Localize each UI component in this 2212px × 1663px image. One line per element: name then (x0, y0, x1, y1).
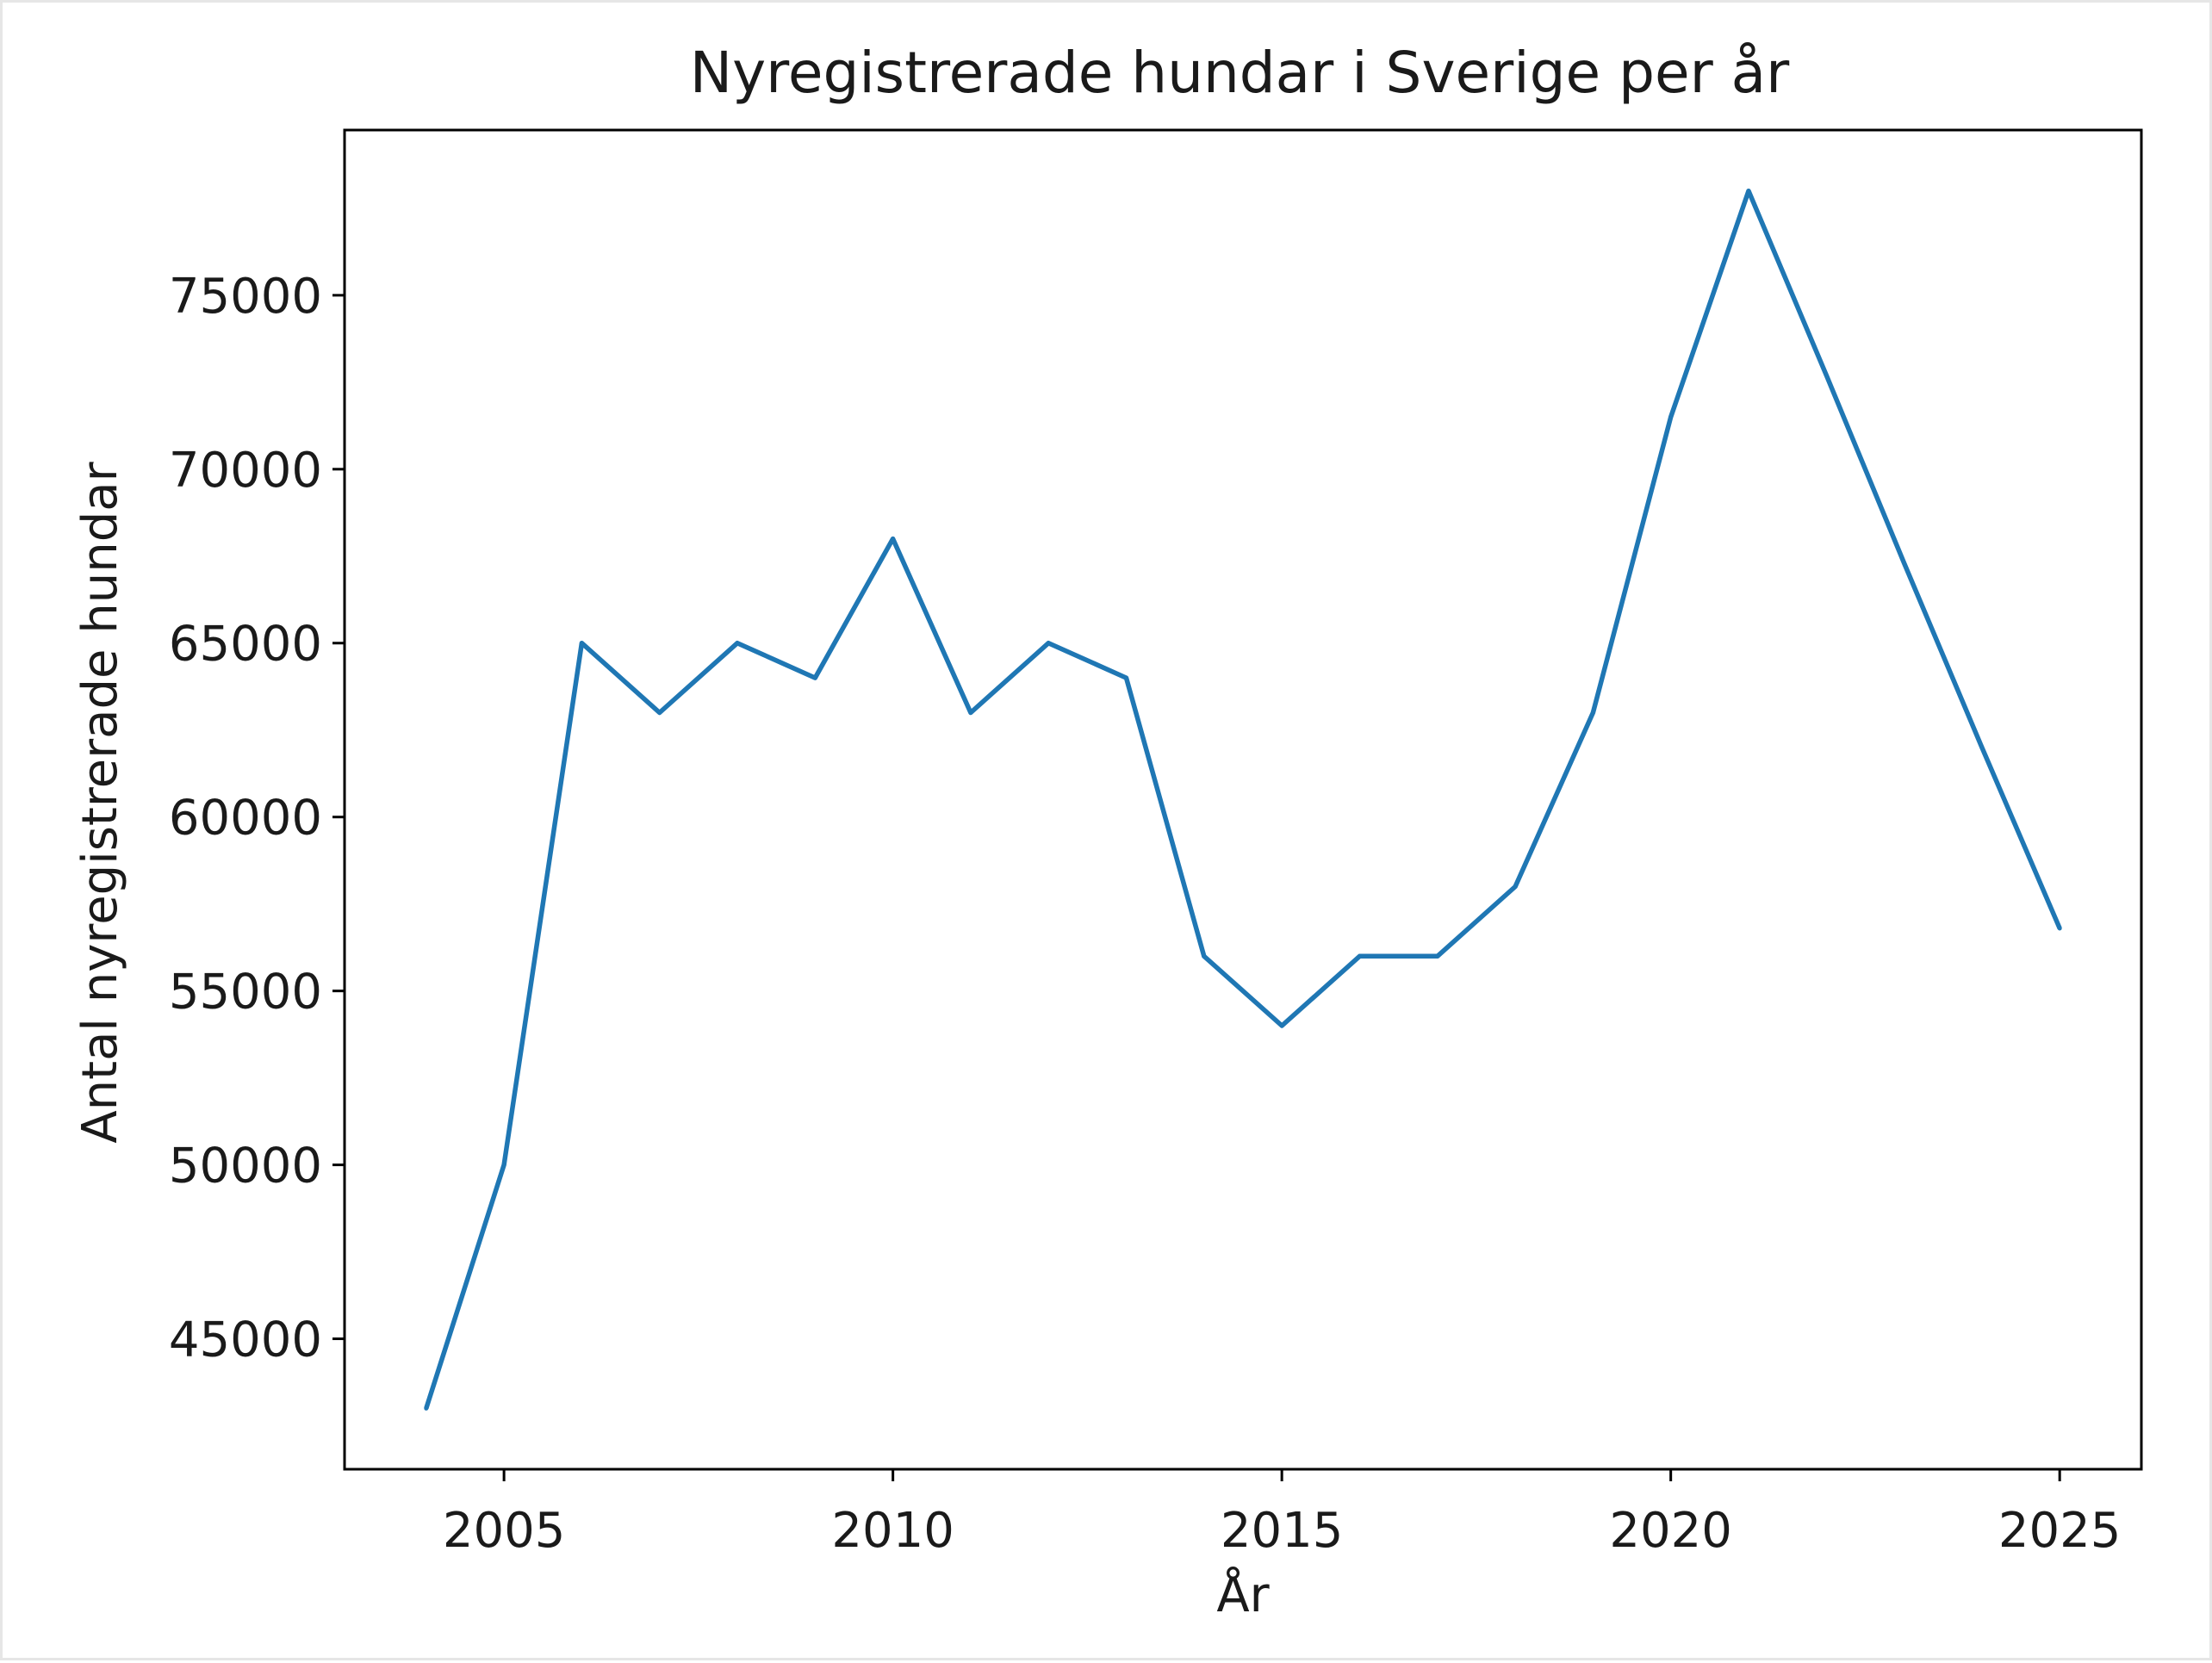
data-point-2008 (735, 641, 740, 646)
data-point-2007 (657, 710, 662, 716)
data-point-2006 (579, 641, 584, 646)
data-point-2012 (1046, 641, 1051, 646)
x-tick-label: 2010 (831, 1503, 954, 1559)
data-point-2019 (1590, 710, 1595, 716)
data-point-2025 (2057, 926, 2062, 931)
data-point-2015 (1279, 1023, 1284, 1028)
y-tick-label: 45000 (169, 1312, 322, 1368)
data-point-2009 (812, 675, 817, 680)
series-line (424, 188, 2062, 1410)
data-points (424, 189, 2062, 1411)
x-tick-label: 2020 (1609, 1503, 1732, 1559)
x-tick-label: 2025 (1998, 1503, 2122, 1559)
y-tick-label: 65000 (169, 617, 322, 673)
data-point-2005 (501, 1163, 506, 1168)
data-point-2017 (1435, 953, 1440, 959)
x-axis-label: År (1216, 1567, 1270, 1623)
data-point-2023 (1902, 561, 1907, 566)
y-axis-label: Antal nyregistrerade hundar (72, 461, 128, 1143)
plot-area (343, 128, 2143, 1471)
data-point-2020 (1668, 414, 1674, 419)
chart-title: Nyregistrerade hundar i Sverige per år (690, 40, 1790, 106)
line-chart: Nyregistrerade hundar i Sverige per år 4… (72, 40, 2143, 1623)
x-tick-label: 2015 (1221, 1503, 1344, 1559)
data-point-2004 (424, 1405, 429, 1411)
data-point-2014 (1202, 953, 1207, 959)
data-point-2016 (1357, 953, 1362, 959)
y-tick-label: 75000 (169, 269, 322, 325)
x-tick-label: 2005 (443, 1503, 566, 1559)
data-point-2021 (1746, 189, 1751, 194)
y-tick-label: 55000 (169, 965, 322, 1021)
y-tick-label: 60000 (169, 791, 322, 847)
y-axis: 45000 50000 55000 60000 65000 70000 75000 (169, 269, 345, 1368)
data-point-2013 (1124, 675, 1129, 680)
data-point-2011 (968, 710, 973, 716)
data-point-2018 (1513, 884, 1518, 889)
data-point-2024 (1979, 745, 1985, 750)
data-point-2010 (891, 537, 896, 542)
y-tick-label: 70000 (169, 443, 322, 499)
y-tick-label: 50000 (169, 1139, 322, 1195)
data-point-2022 (1824, 373, 1829, 378)
x-axis: 2005 2010 2015 2020 2025 (443, 1469, 2122, 1559)
